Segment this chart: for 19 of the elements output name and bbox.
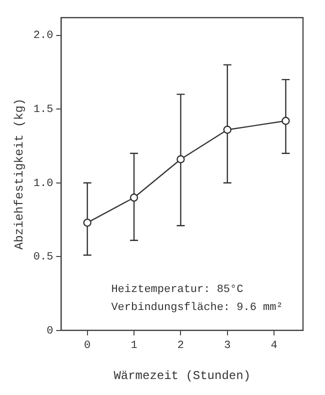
x-axis-title: Wärmezeit (Stunden)	[114, 368, 251, 383]
y-tick-label: 1.5	[33, 104, 54, 116]
y-tick-label: 0.5	[33, 252, 54, 264]
point	[176, 155, 185, 164]
x-tick-label: 0	[84, 340, 91, 352]
y-axis-title: Abziehfestigkeit (kg)	[12, 98, 26, 250]
y-tick-label: 0	[46, 325, 54, 338]
point	[83, 218, 92, 227]
x-tick-label: 4	[270, 340, 278, 352]
y-tick-label: 1.0	[33, 178, 54, 190]
point	[282, 116, 290, 125]
point	[223, 126, 232, 134]
x-tick-label: 2	[177, 340, 184, 352]
x-tick-label: 3	[224, 340, 231, 352]
annotation: Verbindungsfläche: 9.6 mm²	[111, 302, 283, 314]
y-tick-label: 2.0	[33, 30, 54, 42]
annotation: Heiztemperatur: 85°C	[111, 284, 244, 296]
point	[130, 194, 138, 202]
x-tick-label: 1	[130, 340, 138, 352]
